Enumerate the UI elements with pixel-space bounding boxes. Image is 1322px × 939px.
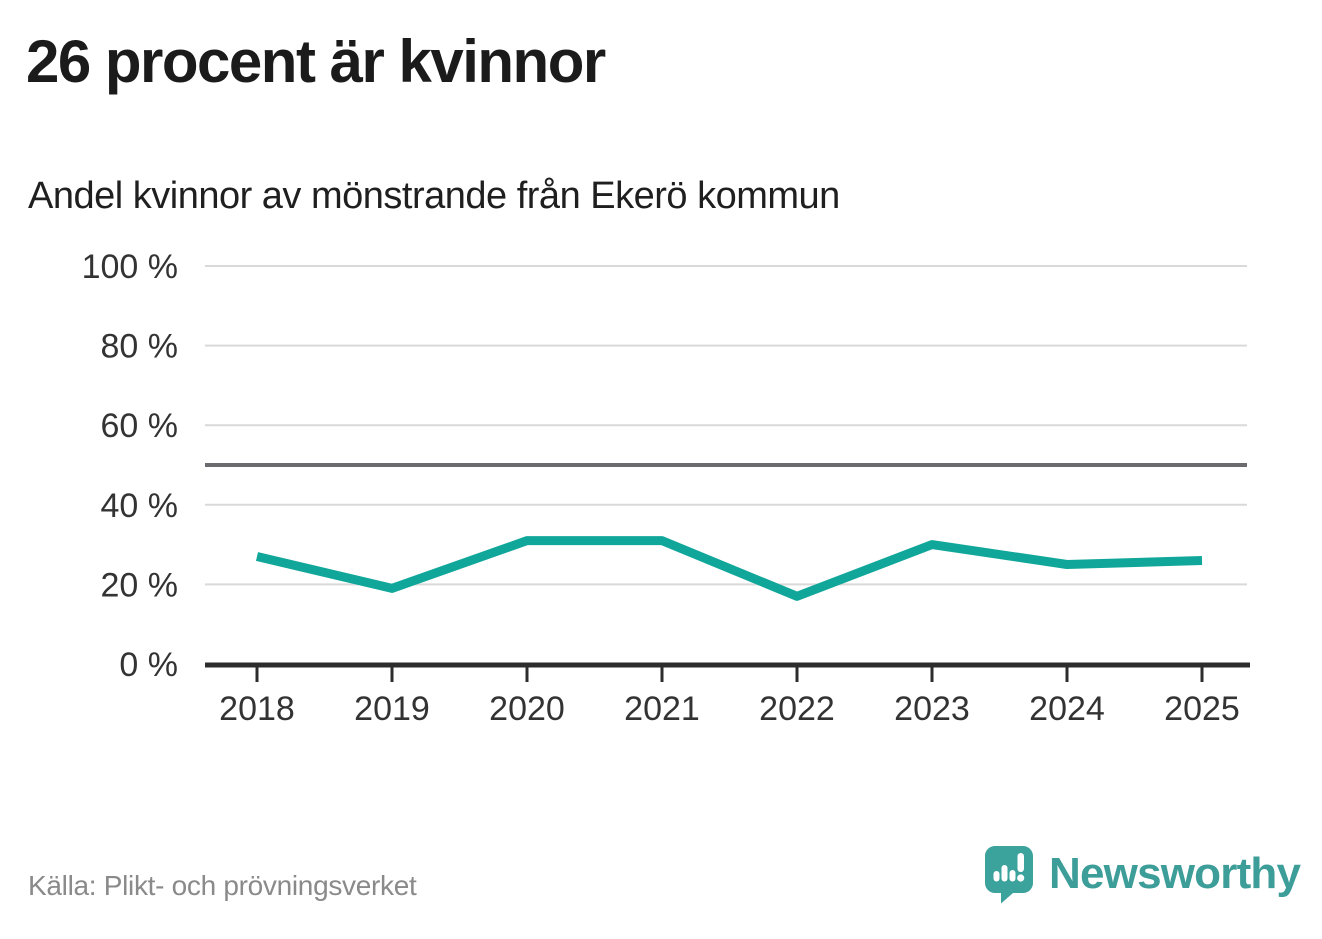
x-axis-tick-label: 2023 <box>894 690 970 728</box>
y-axis-tick-label: 60 % <box>101 407 179 445</box>
newsworthy-logo-text: Newsworthy <box>1049 849 1301 898</box>
chart-subtitle: Andel kvinnor av mönstrande från Ekerö k… <box>28 175 840 217</box>
x-axis-tick-label: 2019 <box>354 690 430 728</box>
data-line-andel-kvinnor <box>255 536 1203 601</box>
x-axis-tick-label: 2022 <box>759 690 835 728</box>
x-axis-tick-label: 2020 <box>489 690 565 728</box>
logo-exclamation-dot <box>1017 874 1025 882</box>
logo-bar-1 <box>993 871 1000 882</box>
newsworthy-logo-icon <box>985 846 1033 904</box>
newsworthy-logo: Newsworthy <box>984 845 1301 905</box>
logo-exclamation-stem <box>1017 853 1024 872</box>
x-axis-tick-label: 2021 <box>624 690 700 728</box>
logo-bar-3 <box>1009 870 1016 882</box>
x-axis-tick-label: 2018 <box>219 690 295 728</box>
y-axis-tick-label: 80 % <box>101 328 179 366</box>
y-axis-tick-label: 100 % <box>82 248 178 286</box>
chart-title: 26 procent är kvinnor <box>26 28 606 95</box>
logo-bar-2 <box>1001 865 1008 882</box>
y-axis-tick-label: 40 % <box>101 487 179 525</box>
x-axis-tick-label: 2024 <box>1029 690 1105 728</box>
y-axis-tick-label: 0 % <box>119 646 178 684</box>
y-axis-tick-label: 20 % <box>101 566 179 604</box>
source-note: Källa: Plikt- och prövningsverket <box>28 870 417 901</box>
logo-bubble-shape <box>985 846 1033 904</box>
x-axis-tick-label: 2025 <box>1164 690 1240 728</box>
